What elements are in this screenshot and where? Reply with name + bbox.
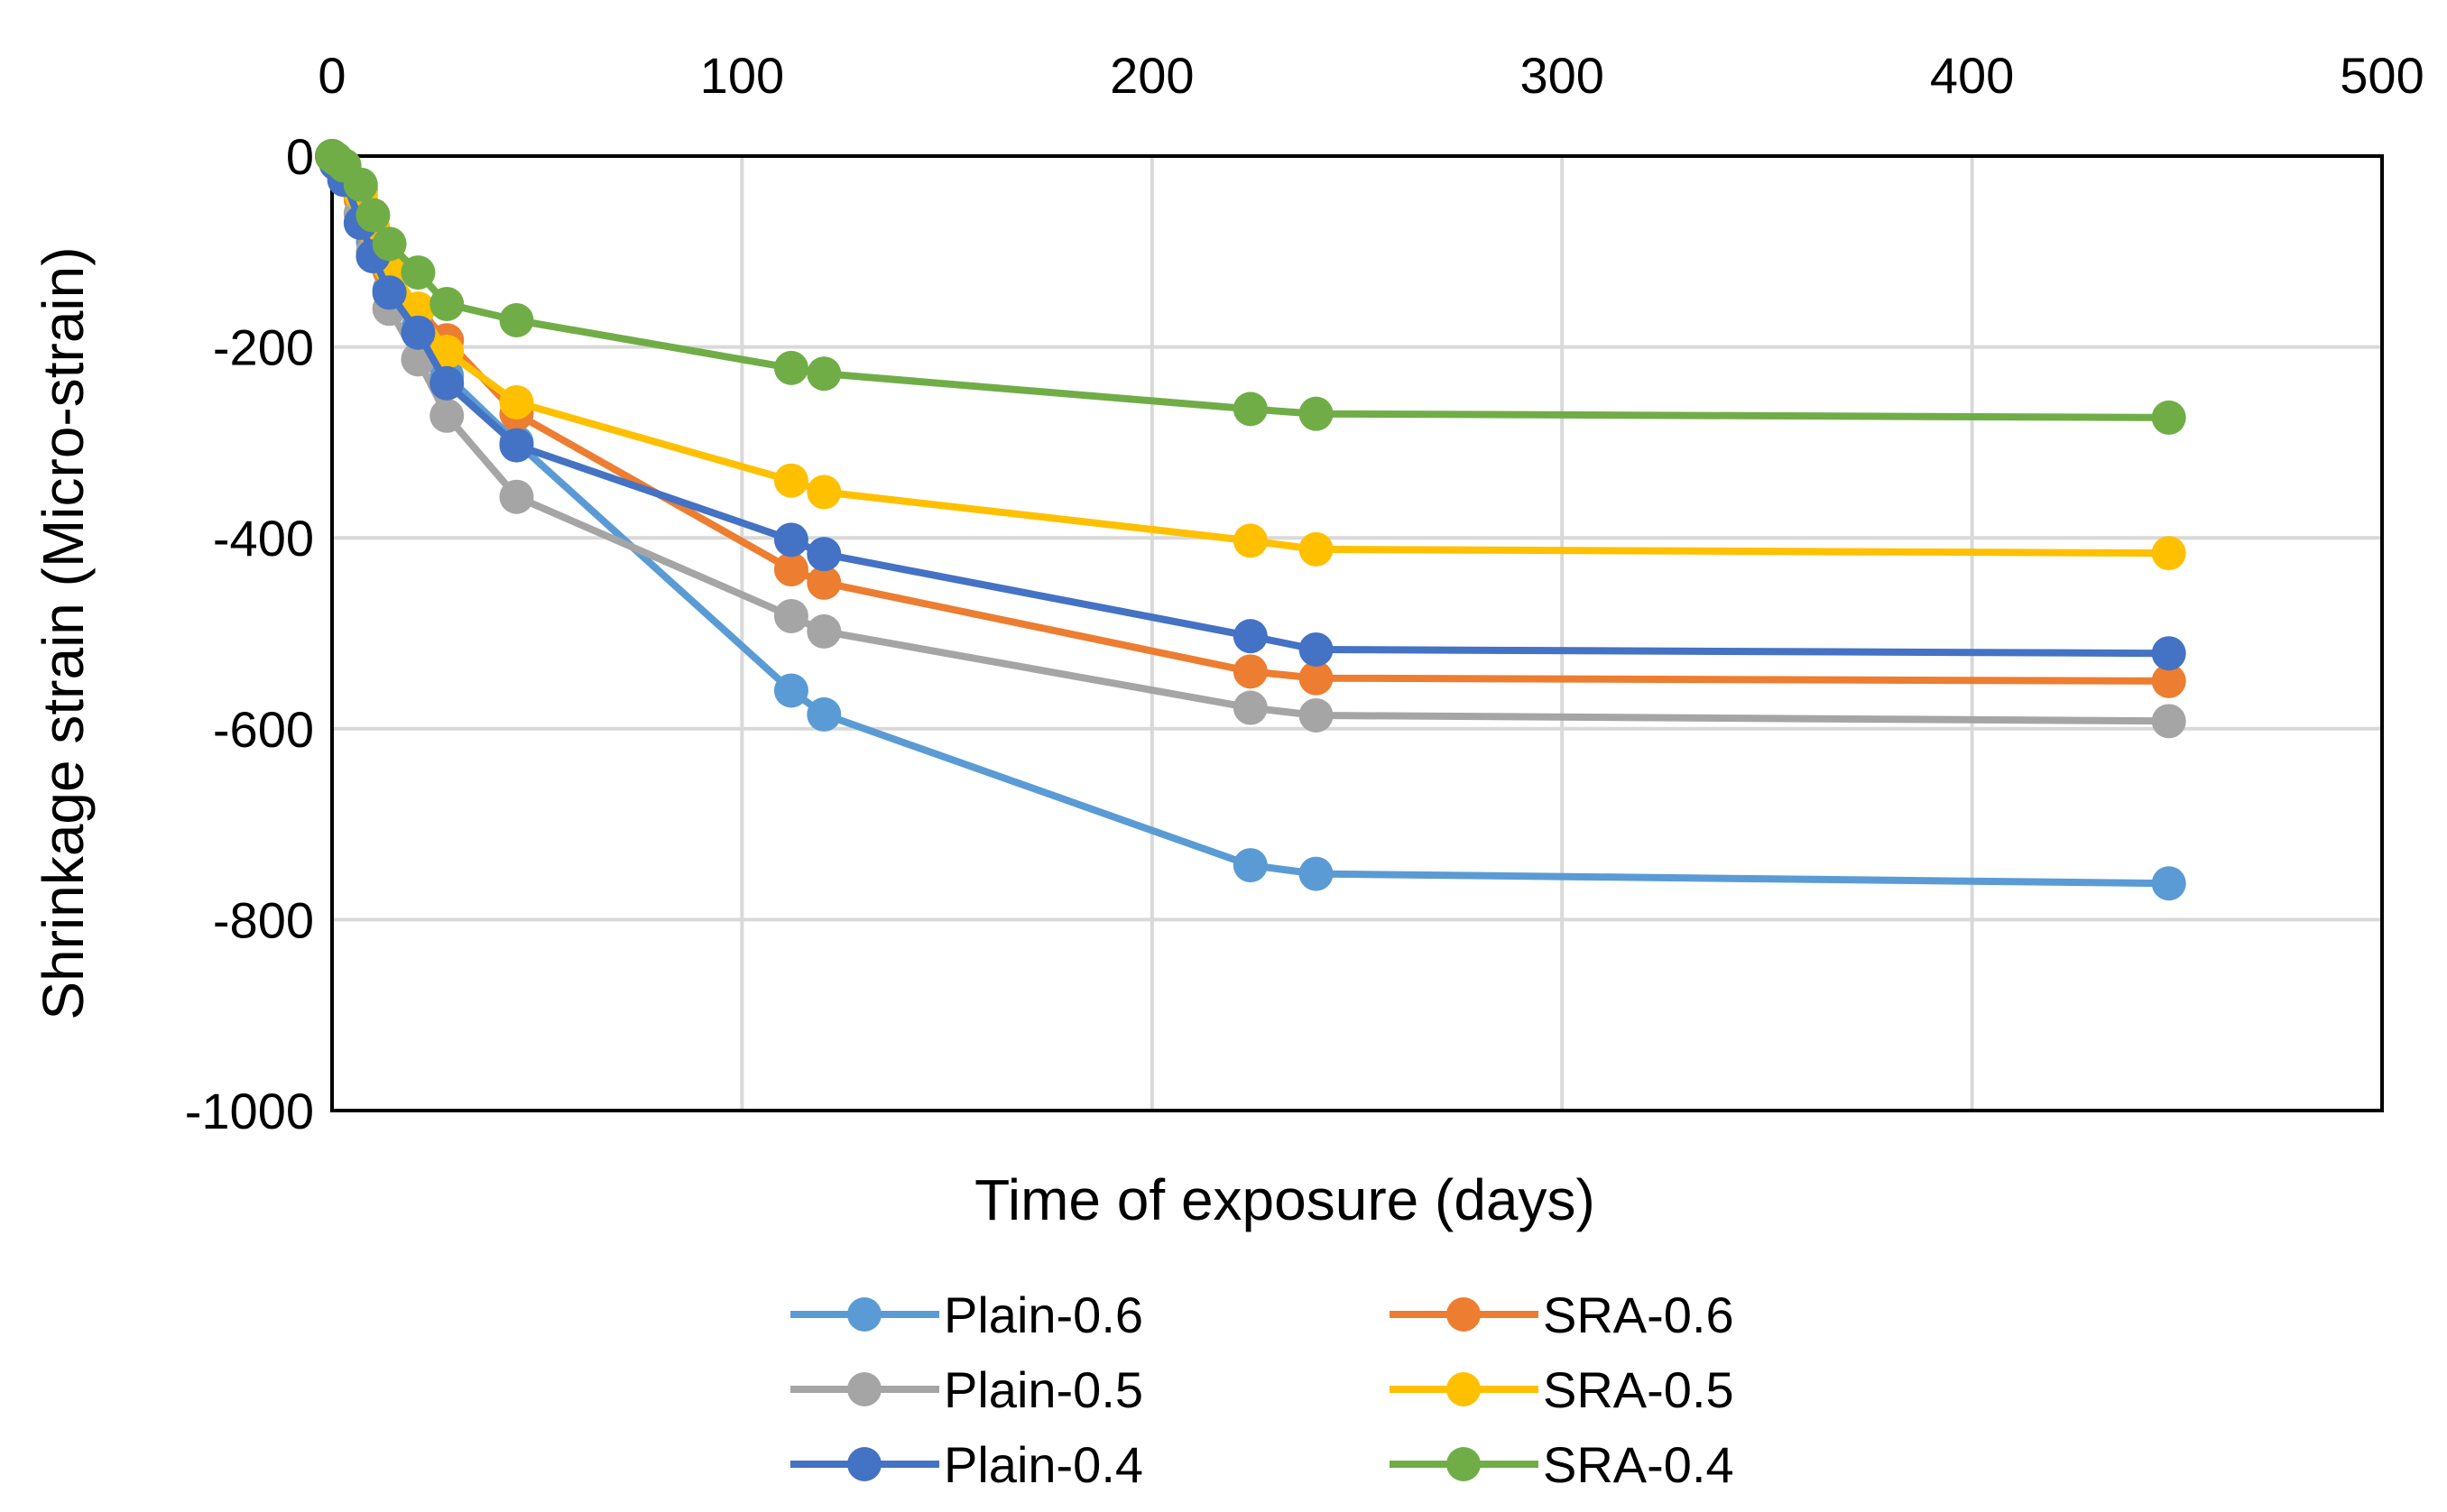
data-point (807, 613, 842, 649)
data-point (1298, 697, 1334, 733)
data-point (2151, 866, 2186, 901)
legend-marker (1446, 1297, 1481, 1332)
data-point (1233, 619, 1268, 654)
x-axis-title: Time of exposure (days) (974, 1167, 1595, 1232)
data-point (1233, 523, 1268, 558)
data-point (1233, 690, 1268, 725)
data-point (2151, 400, 2186, 435)
y-tick-label: -200 (213, 319, 314, 376)
data-point (401, 315, 436, 350)
legend-entry-SRA-0.4: SRA-0.4 (1390, 1436, 1734, 1493)
series-SRA-0.4 (315, 139, 2186, 435)
series-line-SRA-0.5 (328, 153, 2169, 558)
data-point (499, 302, 534, 337)
data-point (773, 522, 808, 558)
data-point (356, 198, 391, 233)
data-point (429, 398, 465, 433)
x-tick-label: 500 (2340, 47, 2424, 104)
data-point (1298, 396, 1334, 431)
legend-label: Plain-0.6 (944, 1286, 1143, 1343)
legend-marker (847, 1372, 882, 1406)
series-line-SRA-0.4 (329, 152, 2169, 421)
y-tick-label: -1000 (185, 1083, 314, 1139)
data-point (807, 696, 842, 732)
x-tick-label: 0 (318, 47, 346, 104)
legend: Plain-0.6 SRA-0.6 Plain-0.5 SRA-0.5 Plain-0.… (790, 1286, 1734, 1493)
data-point (372, 275, 407, 310)
data-point (429, 286, 465, 321)
data-point (2151, 663, 2186, 698)
legend-label: SRA-0.5 (1543, 1361, 1734, 1418)
data-point (1233, 392, 1268, 427)
legend-marker (1446, 1372, 1481, 1406)
data-point (773, 673, 808, 708)
data-point (429, 334, 465, 369)
legend-entry-SRA-0.5: SRA-0.5 (1390, 1361, 1734, 1418)
legend-marker (1446, 1447, 1481, 1481)
data-point (773, 552, 808, 587)
gridlines (330, 154, 2384, 1112)
legend-marker (847, 1297, 882, 1332)
data-point (807, 475, 842, 510)
x-tick-label: 400 (1930, 47, 2014, 104)
series-Plain-0.6 (315, 139, 2186, 901)
data-point (1298, 856, 1334, 891)
data-point (807, 356, 842, 392)
data-point (1298, 632, 1334, 667)
data-point (1298, 531, 1334, 567)
data-point (499, 479, 534, 514)
series-SRA-0.5 (315, 139, 2186, 571)
data-point (2151, 636, 2186, 671)
y-axis-title: Shrinkage strain (Micro-strain) (31, 246, 96, 1019)
legend-marker (847, 1447, 882, 1481)
legend-entry-Plain-0.4: Plain-0.4 (790, 1436, 1143, 1493)
y-tick-label: -800 (213, 891, 314, 948)
data-point (343, 167, 378, 202)
y-tick-label: -400 (213, 510, 314, 567)
x-tick-label: 100 (700, 47, 784, 104)
plot-area-frame (330, 154, 2384, 1112)
legend-label: SRA-0.6 (1543, 1286, 1734, 1343)
data-point (807, 537, 842, 572)
data-point (2151, 704, 2186, 739)
data-point (401, 255, 436, 290)
data-point (773, 598, 808, 633)
data-point (1233, 654, 1268, 689)
data-point (773, 350, 808, 385)
data-point (372, 226, 407, 262)
y-tick-label: 0 (286, 128, 314, 185)
data-point (807, 565, 842, 600)
data-point (499, 384, 534, 419)
legend-entry-Plain-0.5: Plain-0.5 (790, 1361, 1143, 1418)
x-tick-label: 200 (1110, 47, 1194, 104)
legend-label: Plain-0.5 (944, 1361, 1143, 1418)
data-point (1298, 660, 1334, 696)
data-point (773, 463, 808, 498)
legend-label: Plain-0.4 (944, 1436, 1143, 1493)
legend-entry-SRA-0.6: SRA-0.6 (1390, 1286, 1734, 1343)
legend-entry-Plain-0.6: Plain-0.6 (790, 1286, 1143, 1343)
series-layer (315, 139, 2186, 901)
legend-label: SRA-0.4 (1543, 1436, 1734, 1493)
x-tick-label: 300 (1519, 47, 1603, 104)
data-point (1233, 848, 1268, 883)
data-point (429, 365, 465, 401)
y-tick-label: -600 (213, 701, 314, 758)
data-point (2151, 536, 2186, 571)
series-line-Plain-0.6 (328, 154, 2169, 888)
data-point (499, 428, 534, 463)
tick-labels: 0 100 200 300 400 500 0 -200 -400 -600 -800 -1000 (185, 47, 2424, 1139)
